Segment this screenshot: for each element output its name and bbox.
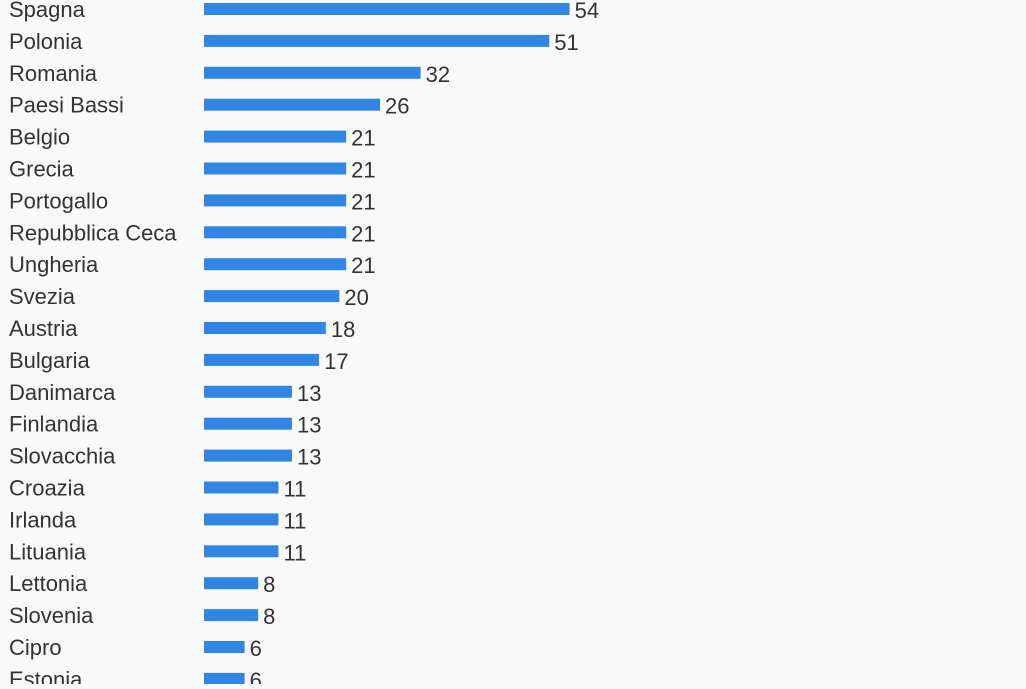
category-label: Ungheria — [9, 252, 99, 277]
category-label: Irlanda — [9, 507, 77, 532]
bar — [204, 513, 279, 526]
category-label: Paesi Bassi — [9, 93, 124, 118]
value-label: 18 — [331, 317, 355, 342]
value-label: 21 — [351, 126, 375, 151]
bar-row: Finlandia 13 — [9, 412, 321, 438]
bar — [204, 641, 245, 653]
bar-row: Danimarca 13 — [9, 380, 321, 406]
category-label: Svezia — [9, 284, 76, 309]
bar — [204, 34, 550, 47]
value-label: 8 — [263, 572, 275, 597]
bar — [204, 672, 245, 685]
bar — [204, 353, 320, 366]
bar-row: Croazia 11 — [9, 476, 306, 502]
value-label: 21 — [351, 221, 375, 246]
bar — [204, 66, 421, 79]
bar-row: Portogallo 21 — [9, 188, 376, 214]
value-label: 21 — [351, 253, 375, 278]
bar-row: Lituania 11 — [9, 539, 306, 565]
bar-row: Slovenia 8 — [9, 603, 275, 629]
bar — [204, 322, 326, 334]
bar-row: Romania 32 — [9, 61, 450, 87]
value-label: 6 — [250, 636, 262, 661]
bar — [204, 417, 293, 430]
value-label: 54 — [575, 0, 599, 23]
bar-row: Irlanda 11 — [9, 507, 306, 533]
bar — [204, 226, 347, 239]
category-label: Belgio — [9, 125, 70, 150]
value-label: 13 — [297, 413, 321, 438]
value-label: 51 — [554, 30, 578, 55]
value-label: 26 — [385, 94, 409, 119]
value-label: 32 — [426, 62, 450, 87]
category-label: Slovenia — [9, 603, 94, 628]
bar — [204, 481, 279, 494]
value-label: 11 — [283, 508, 306, 533]
bar-row: Svezia 20 — [9, 284, 369, 310]
bar — [204, 290, 340, 303]
value-label: 11 — [283, 540, 306, 565]
category-label: Polonia — [9, 29, 83, 54]
value-label: 6 — [250, 668, 262, 684]
bar — [204, 577, 259, 590]
category-label: Cipro — [9, 635, 62, 660]
value-label: 8 — [263, 604, 275, 629]
bar — [204, 449, 293, 462]
value-label: 13 — [297, 445, 321, 470]
bar — [204, 98, 381, 111]
category-label: Croazia — [9, 476, 86, 501]
value-label: 17 — [324, 349, 348, 374]
category-label: Danimarca — [9, 380, 116, 405]
bar-row: Spagna 54 — [9, 0, 599, 23]
bar-row: Paesi Bassi 26 — [9, 93, 410, 119]
bar-row: Belgio 21 — [9, 125, 376, 151]
value-label: 11 — [283, 477, 306, 502]
bar — [204, 130, 347, 143]
category-label: Bulgaria — [9, 348, 90, 373]
bar-row: Bulgaria 17 — [9, 348, 349, 374]
bar-row: Repubblica Ceca 21 — [9, 220, 376, 246]
bar-row: Ungheria 21 — [9, 252, 376, 278]
category-label: Grecia — [9, 157, 75, 182]
category-label: Romania — [9, 61, 98, 86]
bar — [204, 3, 570, 15]
category-label: Austria — [9, 316, 78, 341]
category-label: Estonia — [9, 667, 83, 684]
category-label: Spagna — [9, 0, 86, 22]
category-label: Lettonia — [9, 571, 88, 596]
bar-row: Slovacchia 13 — [9, 444, 321, 470]
bar — [204, 385, 293, 398]
value-label: 21 — [351, 189, 375, 214]
bar — [204, 162, 347, 175]
value-label: 20 — [344, 285, 368, 310]
bar-row: Estonia 6 — [9, 667, 262, 689]
bar — [204, 258, 347, 271]
bar-row: Lettonia 8 — [9, 571, 275, 597]
bar-row: Grecia 21 — [9, 157, 376, 183]
category-label: Slovacchia — [9, 444, 116, 469]
bar — [204, 545, 279, 558]
category-label: Finlandia — [9, 412, 99, 437]
bar-row: Polonia 51 — [9, 29, 579, 55]
bar — [204, 609, 259, 622]
bar-row: Cipro 6 — [9, 635, 262, 661]
value-label: 21 — [351, 158, 375, 183]
category-label: Portogallo — [9, 188, 108, 213]
bar-row: Austria 18 — [9, 316, 355, 342]
category-label: Lituania — [9, 539, 87, 564]
category-label: Repubblica Ceca — [9, 220, 177, 245]
value-label: 13 — [297, 381, 321, 406]
bar — [204, 194, 347, 207]
